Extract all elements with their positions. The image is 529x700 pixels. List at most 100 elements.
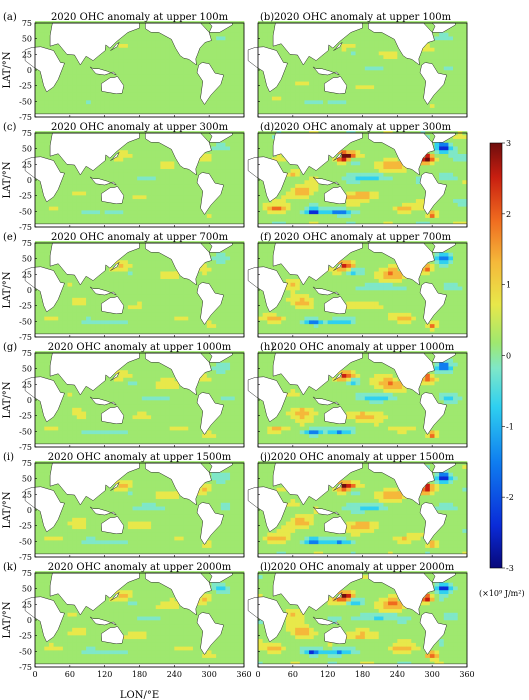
anomaly-cell: [76, 327, 82, 332]
anomaly-cell: [304, 290, 310, 295]
anomaly-cell: [239, 66, 245, 71]
anomaly-cell: [146, 312, 152, 317]
anomaly-cell: [151, 267, 157, 272]
anomaly-cell: [276, 43, 282, 48]
anomaly-cell: [132, 146, 138, 151]
anomaly-cell: [230, 248, 236, 253]
anomaly-cell: [95, 168, 101, 173]
anomaly-cell: [434, 107, 440, 112]
anomaly-cell: [406, 331, 412, 336]
anomaly-cell: [406, 58, 412, 63]
anomaly-cell: [165, 157, 170, 162]
anomaly-cell: [220, 327, 226, 332]
anomaly-cell: [146, 308, 152, 313]
anomaly-cell: [118, 323, 124, 328]
anomaly-cell: [383, 293, 389, 298]
anomaly-cell: [141, 312, 147, 317]
anomaly-cell: [239, 210, 245, 215]
anomaly-cell: [327, 221, 333, 226]
anomaly-cell: [146, 32, 152, 37]
anomaly-cell: [118, 327, 124, 332]
anomaly-cell: [188, 198, 194, 203]
anomaly-cell: [323, 77, 328, 82]
anomaly-cell: [309, 217, 315, 222]
anomaly-cell: [53, 107, 59, 112]
anomaly-cell: [369, 92, 375, 97]
anomaly-cell: [146, 323, 152, 328]
anomaly-cell: [332, 271, 338, 276]
anomaly-cell: [202, 157, 208, 162]
anomaly-cell: [355, 138, 361, 143]
anomaly-cell: [81, 202, 87, 207]
anomaly-cell: [434, 39, 440, 44]
anomaly-cell: [332, 278, 338, 283]
anomaly-cell: [448, 107, 454, 112]
anomaly-cell: [374, 267, 380, 272]
anomaly-cell: [127, 282, 133, 287]
anomaly-cell: [216, 323, 222, 328]
continent-shape: [313, 66, 340, 76]
anomaly-cell: [304, 100, 310, 105]
anomaly-cell: [415, 210, 421, 215]
anomaly-cell: [104, 320, 110, 325]
anomaly-cell: [346, 96, 352, 101]
anomaly-cell: [123, 191, 129, 196]
anomaly-cell: [160, 96, 166, 101]
anomaly-cell: [355, 107, 361, 112]
anomaly-cell: [35, 100, 40, 105]
anomaly-cell: [230, 180, 236, 185]
anomaly-cell: [290, 107, 296, 112]
anomaly-cell: [420, 51, 426, 56]
anomaly-cell: [369, 297, 375, 302]
anomaly-cell: [397, 290, 403, 295]
anomaly-cell: [113, 54, 119, 60]
anomaly-cell: [392, 327, 398, 332]
anomaly-cell: [378, 331, 384, 336]
anomaly-cell: [197, 305, 203, 310]
anomaly-cell: [160, 43, 166, 48]
anomaly-cell: [127, 103, 133, 108]
anomaly-cell: [62, 187, 68, 192]
anomaly-cell: [118, 320, 124, 325]
anomaly-cell: [234, 103, 240, 108]
anomaly-cell: [425, 161, 431, 166]
anomaly-cell: [318, 221, 324, 226]
anomaly-cell: [364, 138, 370, 143]
anomaly-cell: [230, 85, 236, 90]
anomaly-cell: [397, 198, 403, 203]
anomaly-cell: [62, 103, 68, 108]
anomaly-cell: [76, 183, 82, 188]
anomaly-cell: [420, 168, 426, 173]
anomaly-cell: [169, 149, 175, 154]
anomaly-cell: [169, 206, 175, 211]
anomaly-cell: [67, 191, 73, 196]
anomaly-cell: [346, 297, 352, 302]
anomaly-cell: [202, 107, 208, 112]
anomaly-cell: [160, 278, 166, 283]
anomaly-cell: [439, 43, 445, 48]
anomaly-cell: [211, 316, 217, 321]
anomaly-cell: [188, 217, 194, 222]
anomaly-cell: [355, 252, 361, 257]
anomaly-cell: [109, 54, 115, 60]
anomaly-cell: [216, 213, 222, 218]
anomaly-cell: [448, 176, 454, 181]
anomaly-cell: [360, 66, 366, 71]
anomaly-cell: [72, 217, 78, 222]
anomaly-cell: [220, 176, 226, 181]
anomaly-cell: [285, 286, 291, 291]
anomaly-cell: [86, 77, 92, 82]
anomaly-cell: [429, 153, 435, 158]
anomaly-cell: [364, 305, 370, 310]
anomaly-cell: [290, 77, 296, 82]
anomaly-cell: [392, 202, 398, 207]
anomaly-cell: [364, 157, 370, 162]
anomaly-cell: [220, 96, 226, 101]
anomaly-cell: [234, 286, 240, 291]
anomaly-cell: [448, 70, 454, 75]
anomaly-cell: [346, 210, 352, 215]
continent-shape: [196, 172, 225, 215]
anomaly-cell: [206, 316, 212, 321]
anomaly-cell: [346, 103, 352, 108]
anomaly-cell: [462, 103, 468, 108]
